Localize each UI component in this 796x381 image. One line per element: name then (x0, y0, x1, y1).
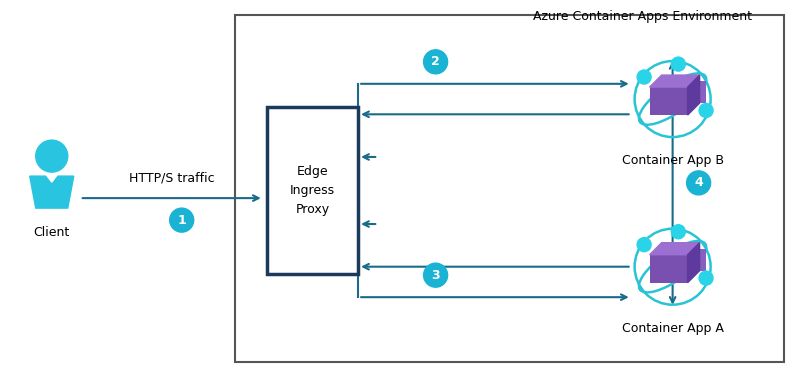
Text: Container App A: Container App A (622, 322, 724, 335)
Text: Container App B: Container App B (622, 154, 724, 167)
Polygon shape (650, 243, 700, 255)
Circle shape (36, 140, 68, 172)
Polygon shape (29, 176, 74, 208)
Text: Edge
Ingress
Proxy: Edge Ingress Proxy (290, 165, 335, 216)
Bar (689, 249, 706, 271)
Circle shape (423, 50, 447, 74)
Text: Azure Container Apps Environment: Azure Container Apps Environment (533, 10, 752, 22)
Text: HTTP/S traffic: HTTP/S traffic (129, 171, 214, 184)
Circle shape (637, 70, 651, 84)
Circle shape (671, 225, 685, 239)
Polygon shape (650, 75, 700, 87)
Circle shape (671, 57, 685, 71)
Bar (650, 87, 688, 115)
Circle shape (699, 104, 713, 117)
Circle shape (637, 238, 651, 252)
Circle shape (423, 263, 447, 287)
Text: Client: Client (33, 226, 70, 239)
Bar (650, 255, 688, 283)
Text: 2: 2 (431, 55, 440, 68)
Bar (689, 81, 706, 103)
Polygon shape (688, 75, 700, 115)
Polygon shape (45, 174, 58, 182)
Bar (235, 15, 784, 362)
Circle shape (699, 271, 713, 285)
Circle shape (170, 208, 193, 232)
Polygon shape (688, 243, 700, 283)
Text: 3: 3 (431, 269, 440, 282)
Text: 1: 1 (178, 214, 186, 227)
Circle shape (687, 171, 711, 195)
Text: 4: 4 (694, 176, 703, 189)
Bar (267, 107, 358, 274)
